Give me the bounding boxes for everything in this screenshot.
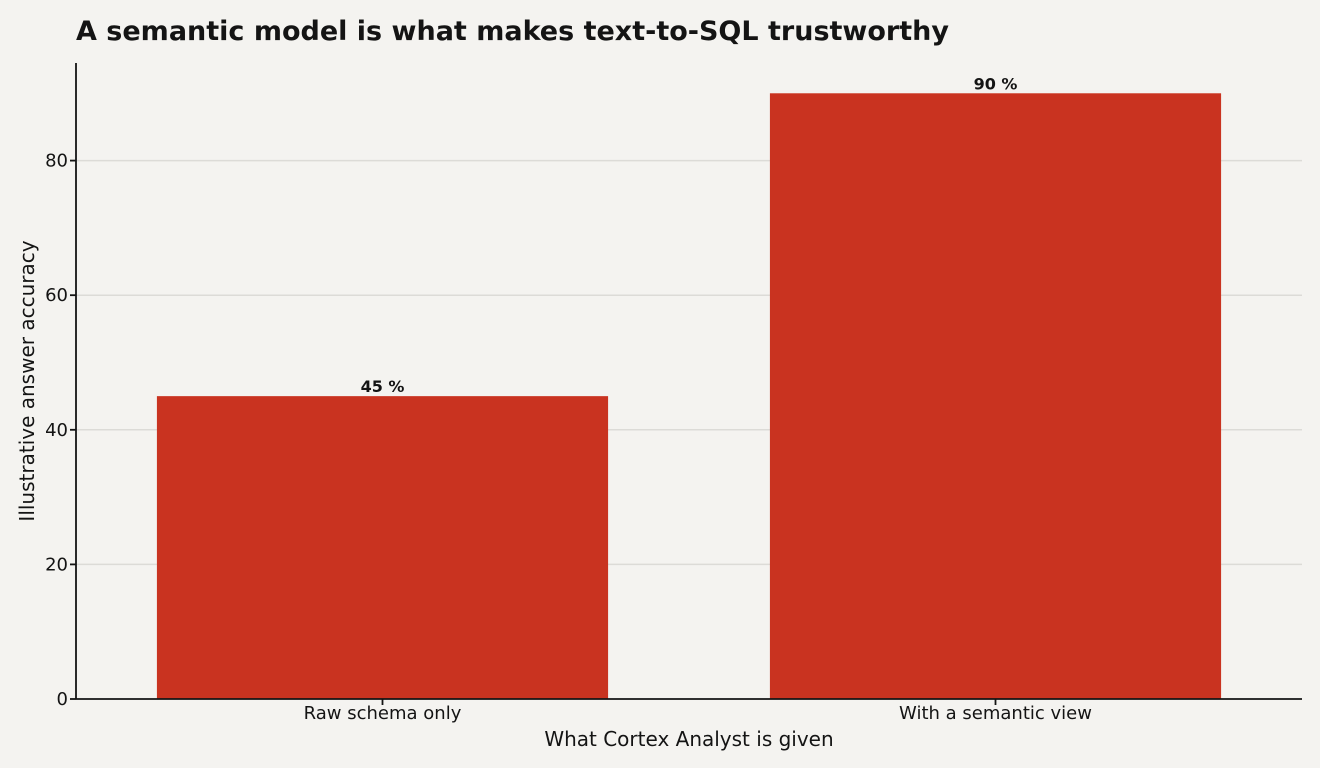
y-tick-label: 0 bbox=[57, 689, 68, 710]
y-tick-label: 60 bbox=[45, 285, 68, 306]
axes bbox=[75, 63, 1302, 700]
bar-1 bbox=[156, 396, 609, 699]
x-tick-label: Raw schema only bbox=[304, 703, 462, 724]
y-tick-label: 20 bbox=[45, 554, 68, 575]
y-tick-label: 80 bbox=[45, 151, 68, 172]
x-axis-label: What Cortex Analyst is given bbox=[544, 727, 833, 751]
chart-title: A semantic model is what makes text-to-S… bbox=[76, 16, 949, 47]
y-tick-label: 40 bbox=[45, 420, 68, 441]
y-axis-label: Illustrative answer accuracy bbox=[15, 240, 39, 521]
data-labels: 45 % 90 % bbox=[361, 74, 1018, 396]
x-tick-labels: Raw schema only With a semantic view bbox=[304, 699, 1092, 724]
bar-value-label: 45 % bbox=[361, 377, 405, 396]
y-tick-labels: 0 20 40 60 80 bbox=[45, 151, 76, 710]
bar-value-label: 90 % bbox=[974, 74, 1018, 93]
bar-2 bbox=[769, 93, 1222, 700]
bars bbox=[156, 93, 1222, 700]
x-tick-label: With a semantic view bbox=[899, 703, 1092, 724]
